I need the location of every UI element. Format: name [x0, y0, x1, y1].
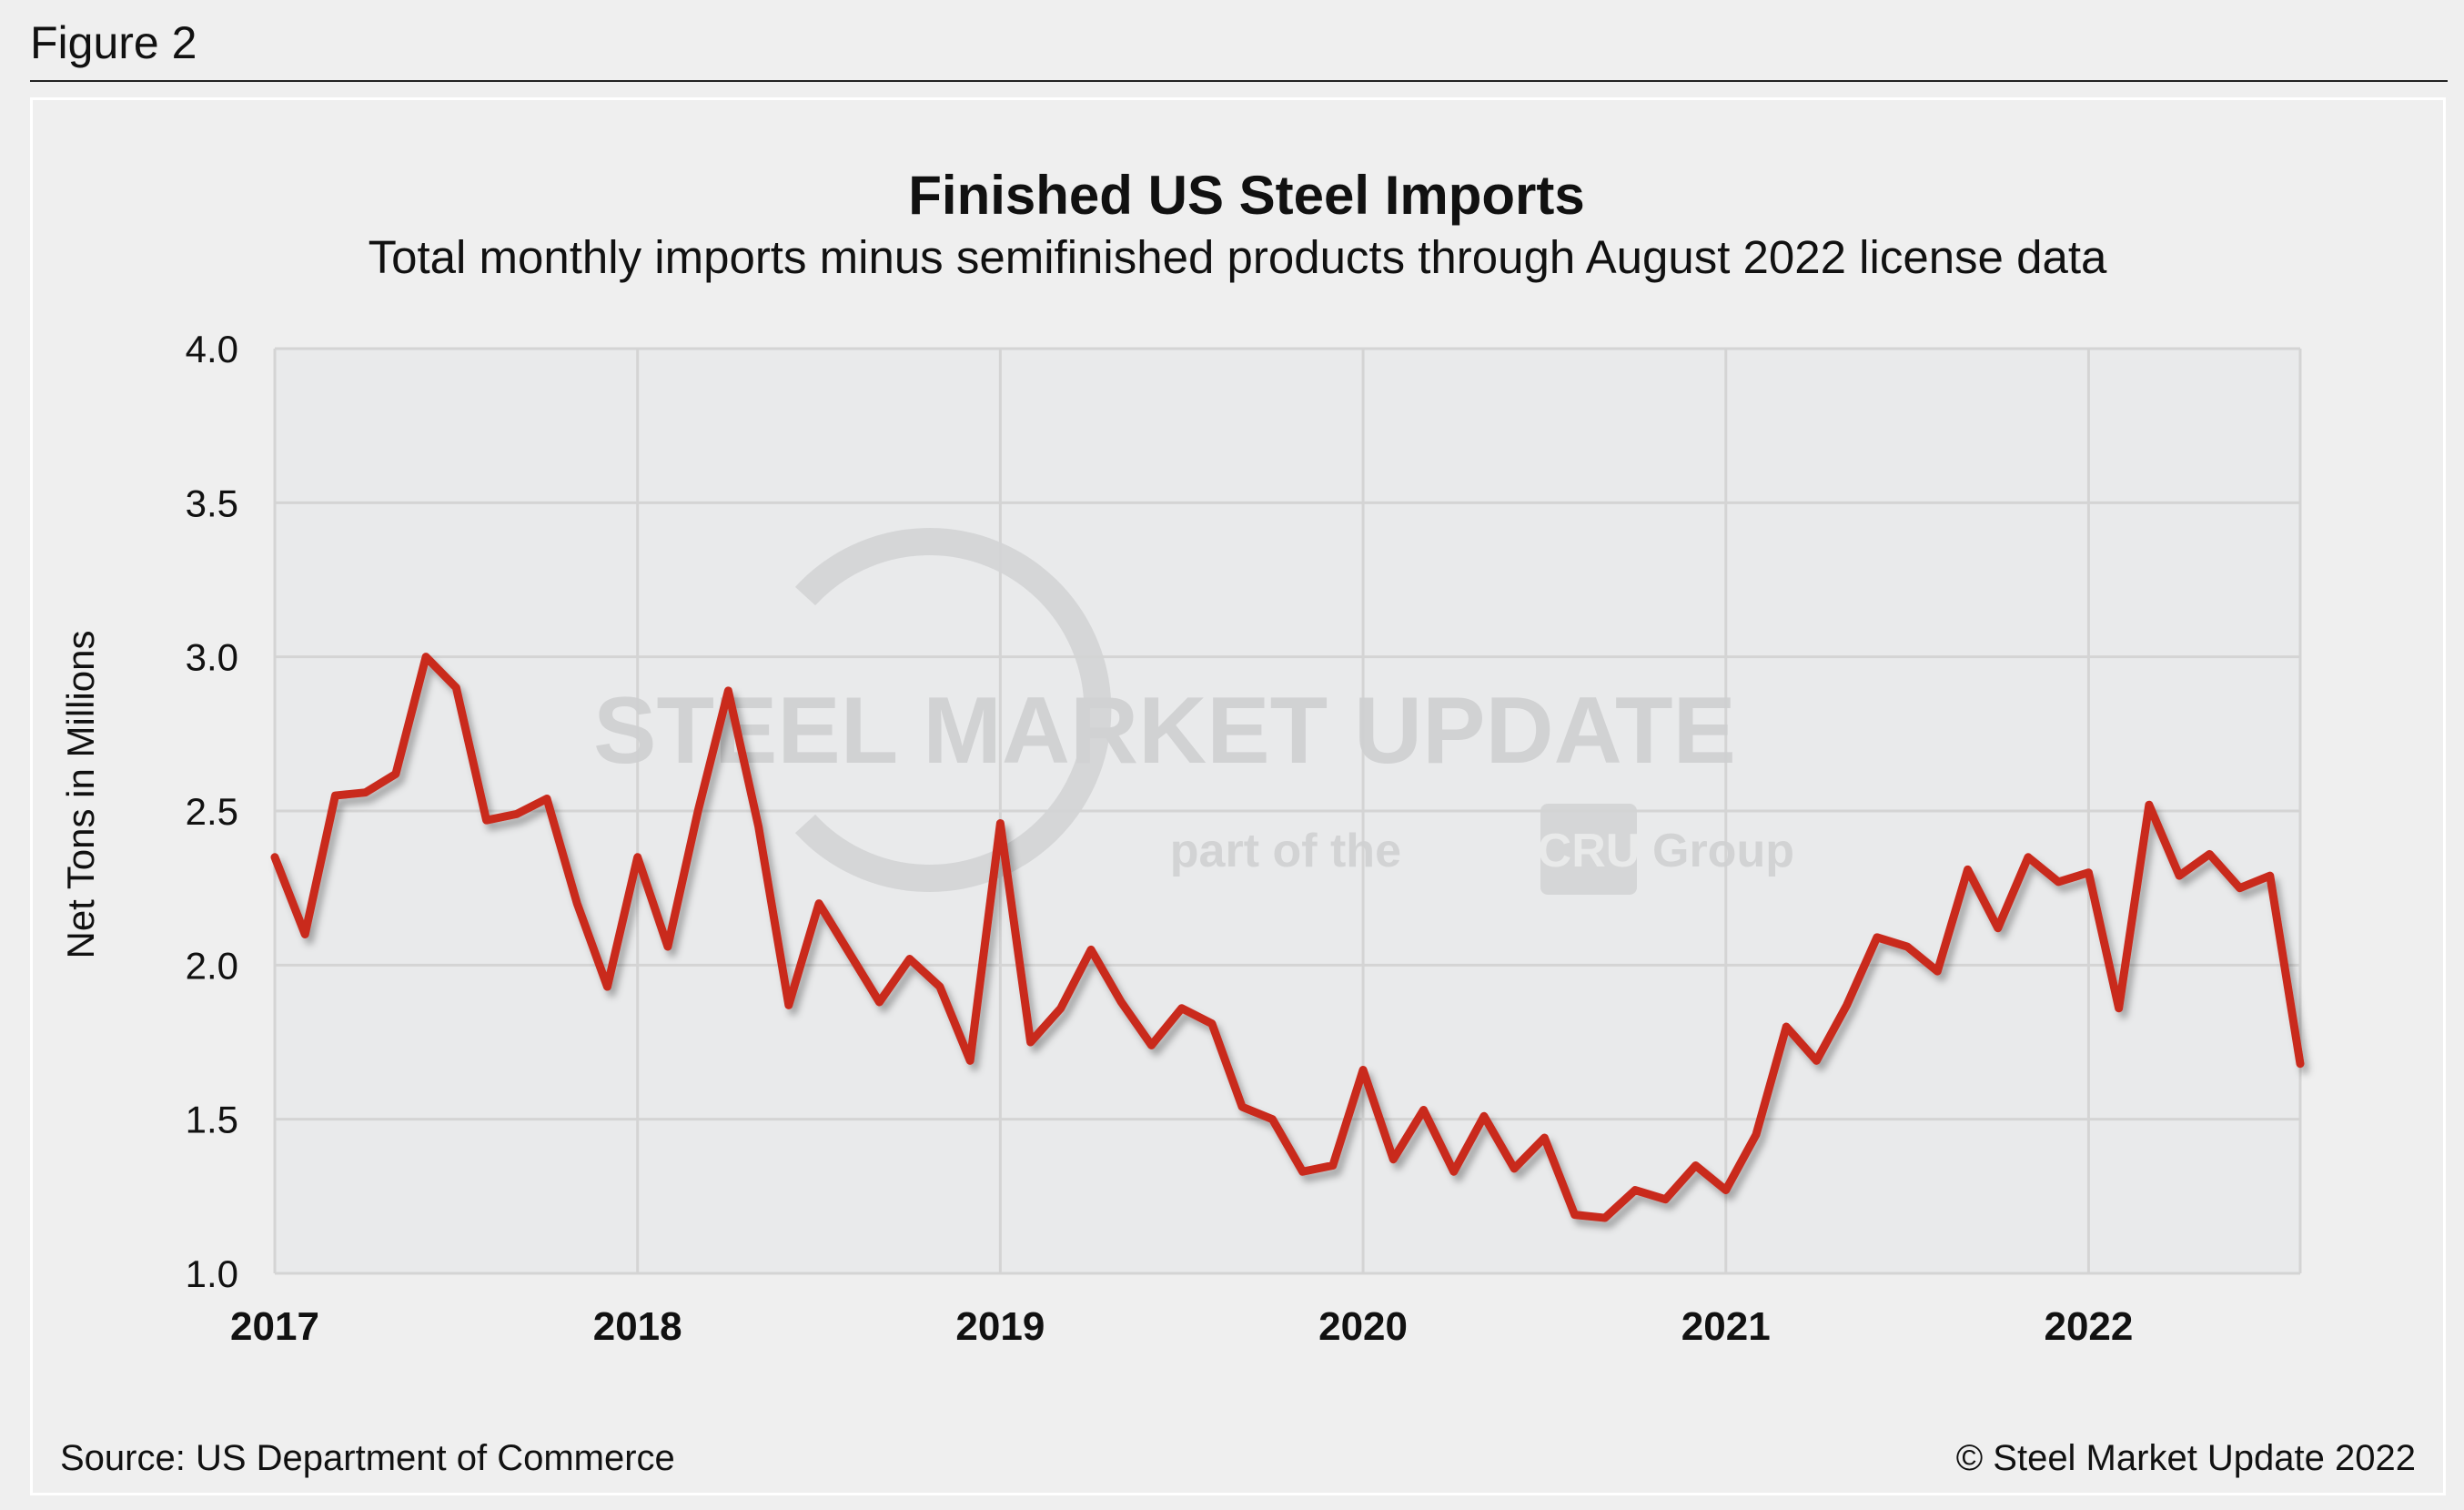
chart-title: Finished US Steel Imports [908, 165, 1584, 226]
x-tick-label: 2022 [2044, 1304, 2133, 1349]
y-tick-label: 3.0 [186, 636, 238, 679]
y-tick-label: 1.0 [186, 1252, 238, 1295]
y-tick-label: 1.5 [186, 1099, 238, 1141]
copyright-note: © Steel Market Update 2022 [1956, 1438, 2416, 1478]
y-tick-label: 2.0 [186, 944, 238, 987]
x-tick-label: 2020 [1318, 1304, 1408, 1349]
y-axis-label: Net Tons in Millions [59, 630, 102, 958]
series-line [270, 653, 2305, 1222]
watermark-cru: CRU [1538, 825, 1641, 877]
x-tick-label: 2018 [593, 1304, 682, 1349]
chart-subtitle: Total monthly imports minus semifinished… [369, 231, 2107, 283]
cru-logo [1540, 804, 1637, 895]
watermark-brand: STEEL MARKET UPDATE [593, 678, 1736, 784]
watermark-logo: STEEL MARKET UPDATE part of the CRU Grou… [593, 528, 1794, 895]
watermark-tagline-pre: part of the [1170, 825, 1401, 877]
y-tick-label: 2.5 [186, 790, 238, 833]
x-tick-label: 2017 [230, 1304, 319, 1349]
watermark-tagline-post: Group [1652, 825, 1794, 877]
source-note: Source: US Department of Commerce [60, 1438, 675, 1478]
y-tick-label: 3.5 [186, 481, 238, 524]
x-tick-label: 2021 [1681, 1304, 1771, 1349]
divider [30, 80, 2448, 82]
x-tick-label: 2019 [955, 1304, 1045, 1349]
figure-label: Figure 2 [30, 17, 197, 68]
y-tick-label: 4.0 [186, 328, 238, 370]
